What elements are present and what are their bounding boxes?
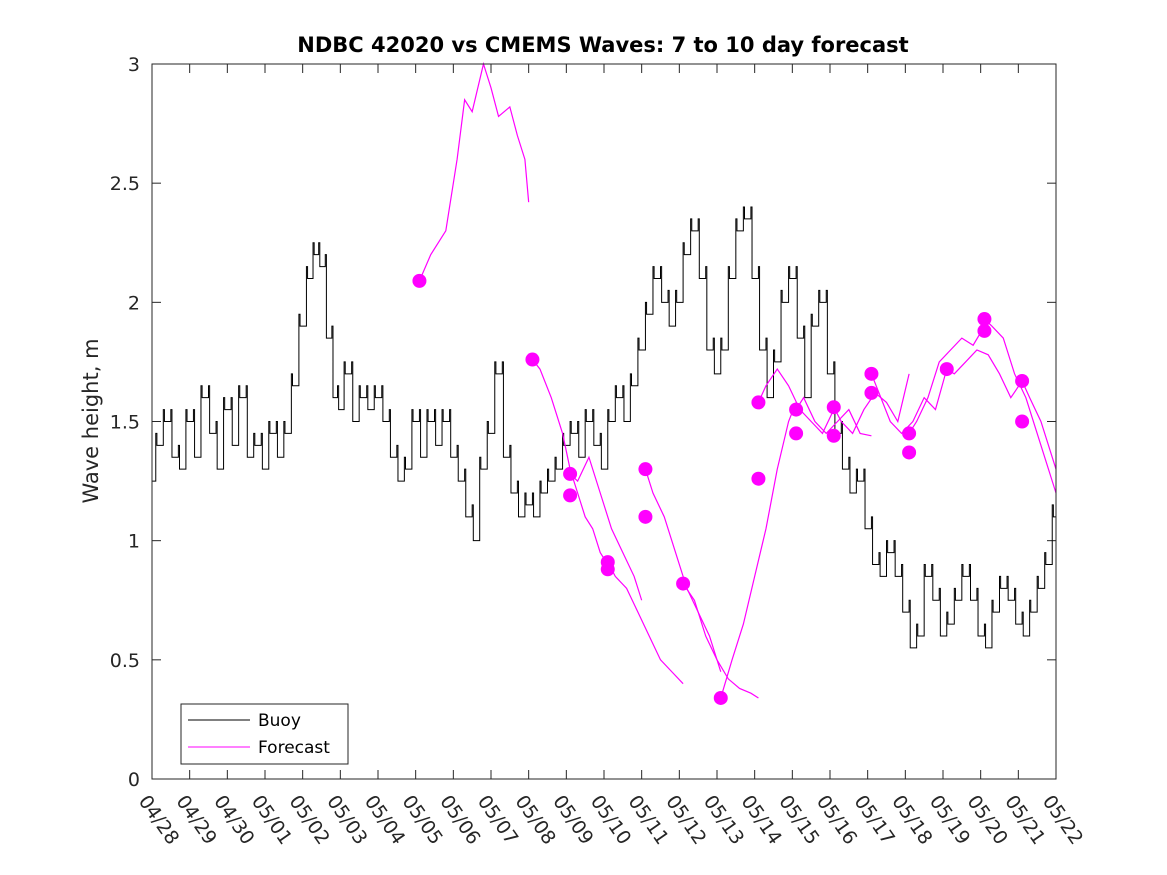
forecast-line	[795, 396, 872, 437]
legend-buoy-label: Buoy	[258, 711, 301, 731]
forecast-line	[908, 325, 985, 434]
forecast-start-marker	[412, 273, 427, 288]
plot-frame	[151, 63, 1057, 780]
forecast-line	[757, 367, 835, 435]
x-tick-label: 05/22	[1038, 791, 1087, 848]
chart-title: NDBC 42020 vs CMEMS Waves: 7 to 10 day f…	[297, 33, 908, 57]
forecast-start-marker	[826, 428, 841, 443]
legend-forecast-label: Forecast	[258, 738, 330, 758]
legend: Buoy Forecast	[180, 703, 349, 765]
forecast-line	[720, 402, 797, 699]
forecast-start-marker	[902, 445, 917, 460]
y-tick-label: 0	[128, 769, 140, 791]
forecast-start-marker	[563, 488, 578, 503]
forecast-start-marker	[939, 362, 954, 377]
forecast-start-marker	[864, 366, 879, 381]
forecast-line	[607, 561, 684, 685]
forecast-start-marker	[789, 402, 804, 417]
forecast-start-marker	[713, 690, 728, 705]
y-tick-label: 3	[128, 54, 140, 76]
forecast-start-marker	[563, 466, 578, 481]
forecast-start-marker	[638, 509, 653, 524]
forecast-start-marker	[1015, 373, 1030, 388]
y-tick-label: 1.5	[110, 412, 140, 434]
forecast-start-marker	[902, 426, 917, 441]
forecast-markers	[412, 273, 1030, 705]
forecast-start-marker	[977, 312, 992, 327]
forecast-line	[1021, 380, 1057, 470]
forecast-start-marker	[751, 395, 766, 410]
forecast-start-marker	[826, 400, 841, 415]
y-tick-label: 1	[128, 531, 140, 553]
buoy-series	[152, 206, 1056, 649]
y-tick-label: 0.5	[110, 650, 140, 672]
y-axis-label: Wave height, m	[79, 338, 103, 503]
forecast-start-marker	[600, 562, 615, 577]
forecast-line	[531, 359, 609, 565]
forecast-line	[682, 583, 759, 699]
plot-background	[152, 64, 1056, 779]
forecast-line	[569, 455, 643, 601]
forecast-line	[644, 468, 722, 672]
buoy-line	[152, 206, 1056, 649]
y-tick-label: 2	[128, 292, 140, 314]
forecast-start-marker	[1015, 414, 1030, 429]
forecast-start-marker	[525, 352, 540, 367]
forecast-start-marker	[789, 426, 804, 441]
legend-box	[180, 703, 349, 765]
forecast-line	[946, 349, 1023, 399]
y-tick-label: 2.5	[110, 173, 140, 195]
forecast-line	[833, 373, 910, 435]
forecast-start-marker	[638, 462, 653, 477]
forecast-start-marker	[977, 323, 992, 338]
forecast-start-marker	[751, 471, 766, 486]
forecast-start-marker	[676, 576, 691, 591]
forecast-start-marker	[864, 385, 879, 400]
